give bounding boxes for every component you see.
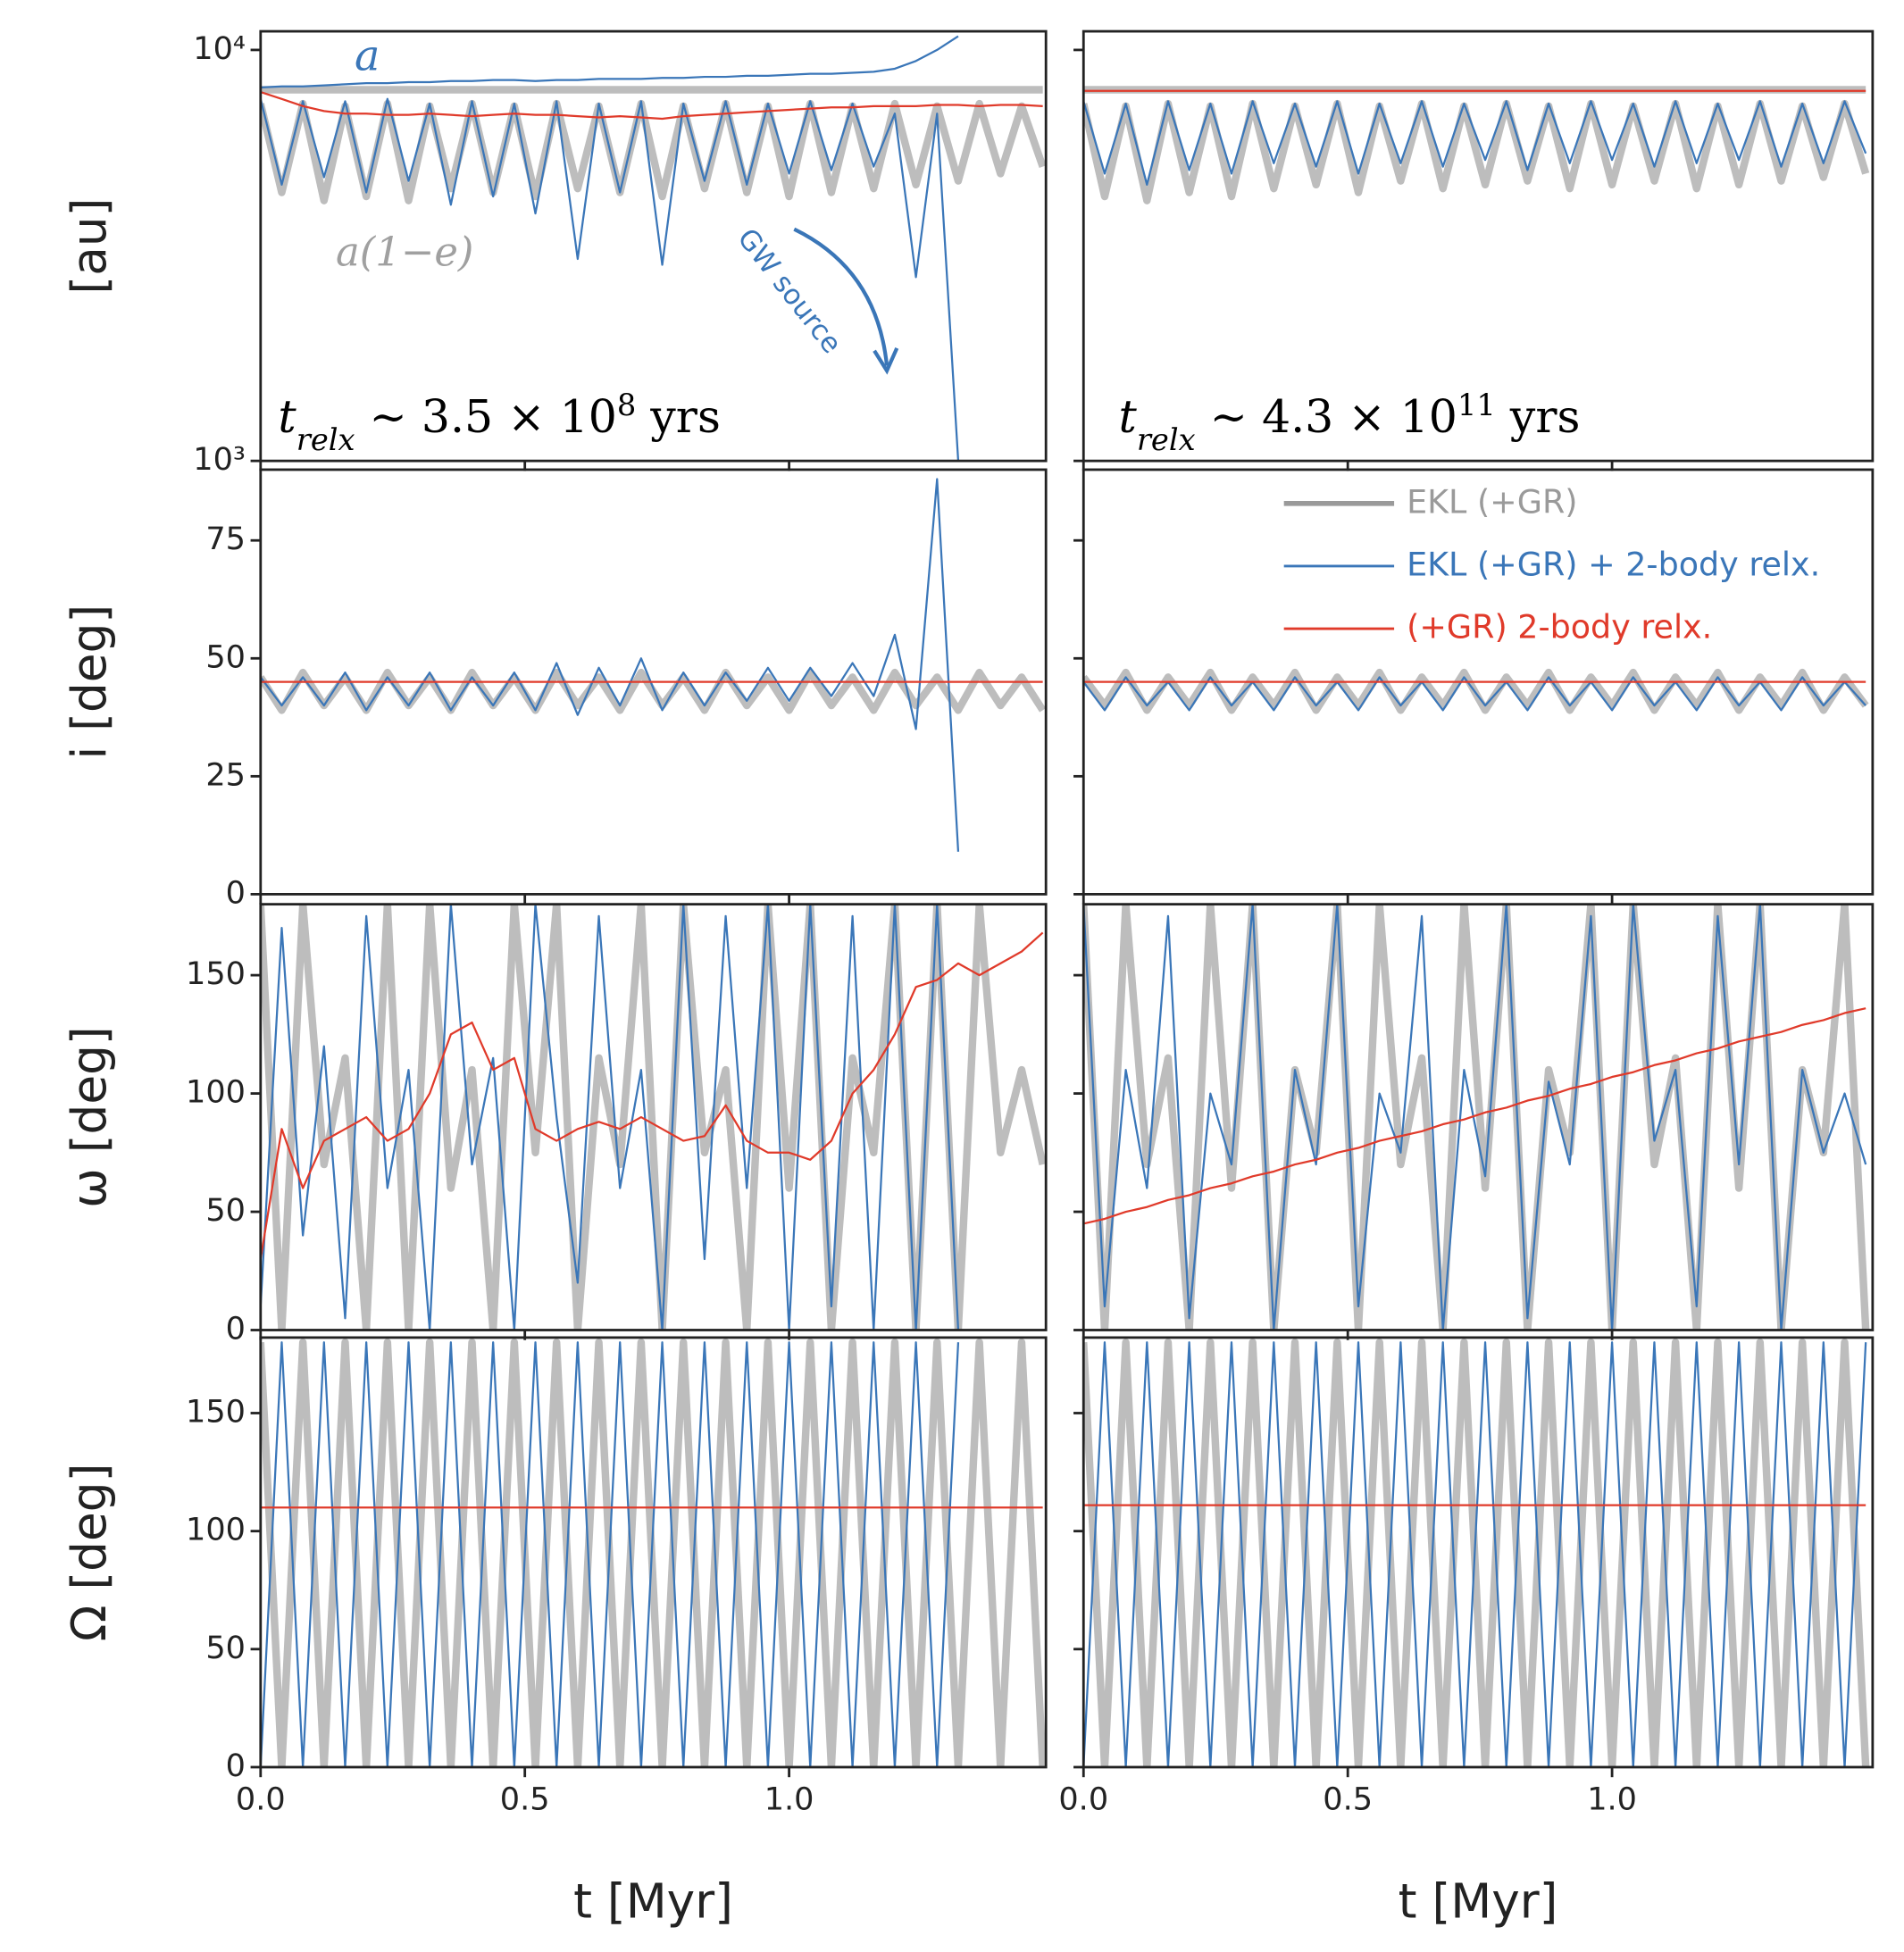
y-tick-label: 0: [226, 874, 246, 911]
frame: [1081, 903, 1875, 1331]
frame: [1081, 1336, 1875, 1769]
relaxation-time-part: ∼ 3.5 × 10: [355, 390, 616, 443]
series-group: [1083, 668, 1869, 714]
series-line: [260, 931, 1044, 1260]
series-group: [260, 904, 1047, 1331]
x-axis-label: t [Myr]: [1399, 1873, 1558, 1929]
series-line: [260, 1341, 960, 1767]
x-tick-label: 0.0: [1058, 1781, 1108, 1818]
series-group: [1083, 1338, 1870, 1767]
series-group: [260, 1338, 1047, 1767]
relaxation-time-part: 8: [617, 387, 636, 421]
series-line: [260, 97, 960, 462]
panel: 10³ 10⁴ [au]: [62, 29, 1048, 478]
series-line: [260, 904, 960, 1331]
panel: [1073, 29, 1875, 471]
y-tick-label: 10³: [193, 441, 246, 478]
legend-label: (+GR) 2-body relx.: [1407, 608, 1712, 646]
y-tick-label: 150: [186, 1393, 246, 1430]
y-tick-label: 0: [226, 1748, 246, 1784]
arrow: [793, 227, 889, 366]
series-line: [1083, 904, 1867, 1331]
series-group: [260, 35, 1047, 462]
series-line: [1083, 1007, 1866, 1225]
relaxation-time-part: t: [278, 390, 296, 443]
annotations: a a(1−e) GW source trelx ∼ 3.5 × 108 yrs…: [278, 32, 1580, 457]
y-tick-label: 0: [226, 1310, 246, 1347]
plots: 10³ 10⁴ [au] 0 25 50 75 i [deg] 0 50 100 150 ω [deg]…: [62, 29, 1875, 1929]
annotation: a(1−e): [336, 228, 473, 275]
y-tick-label: 50: [205, 1630, 246, 1666]
y-tick-label: 100: [186, 1074, 246, 1111]
panel: 0 50 100 150 0.0 0.5 1.0 Ω [deg] t [Myr]: [62, 1336, 1048, 1929]
series-group: [1083, 904, 1870, 1331]
legend-label: EKL (+GR): [1407, 482, 1577, 521]
x-tick-label: 0.0: [236, 1781, 286, 1818]
y-tick-label: 50: [205, 638, 246, 675]
panel: 0 50 100 150 ω [deg]: [62, 903, 1048, 1347]
annotation: GW source: [731, 222, 848, 359]
panel: [1073, 468, 1875, 905]
frame: [1081, 29, 1875, 463]
relaxation-time-part: relx: [1137, 421, 1196, 456]
relaxation-time-part: yrs: [1496, 390, 1581, 443]
series-line: [1083, 904, 1870, 1331]
series-line: [260, 35, 959, 89]
legend: EKL (+GR) EKL (+GR) + 2-body relx. (+GR) 2…: [1283, 482, 1820, 646]
annotation: a: [355, 32, 380, 81]
frame: [259, 468, 1048, 896]
y-tick-label: 150: [186, 955, 246, 992]
y-axis-label: Ω [deg]: [62, 1464, 117, 1642]
frame: [259, 1336, 1048, 1769]
relaxation-time-part: 11: [1457, 387, 1496, 421]
relaxation-time-part: ∼ 4.3 × 10: [1196, 390, 1457, 443]
y-tick-label: 10⁴: [193, 30, 246, 67]
y-tick-label: 75: [205, 521, 246, 557]
legend-label: EKL (+GR) + 2-body relx.: [1407, 545, 1820, 583]
panel: 0 25 50 75 i [deg]: [62, 468, 1048, 911]
panel: 0.0 0.5 1.0 t [Myr]: [1058, 1336, 1875, 1929]
series-group: [1083, 86, 1870, 204]
x-tick-label: 1.0: [1587, 1781, 1637, 1818]
y-axis-label: ω [deg]: [62, 1026, 117, 1208]
relaxation-time-part: relx: [296, 421, 355, 456]
x-tick-label: 1.0: [764, 1781, 814, 1818]
x-axis-label: t [Myr]: [573, 1873, 733, 1929]
y-axis-label: i [deg]: [62, 605, 117, 760]
series-line: [260, 668, 1047, 714]
frame: [259, 903, 1048, 1331]
series-group: [260, 478, 1047, 852]
relaxation-time: trelx ∼ 3.5 × 108 yrs: [278, 387, 720, 456]
series-line: [260, 478, 960, 852]
y-tick-label: 50: [205, 1192, 246, 1229]
series-line: [1083, 1341, 1867, 1767]
y-axis-label: [au]: [62, 198, 117, 295]
series-line: [260, 904, 1047, 1331]
x-tick-label: 0.5: [500, 1781, 550, 1818]
relaxation-time-part: t: [1119, 390, 1138, 443]
frame: [259, 29, 1048, 463]
series-line: [1083, 99, 1870, 204]
x-tick-label: 0.5: [1323, 1781, 1373, 1818]
y-tick-label: 100: [186, 1512, 246, 1548]
series-line: [260, 99, 1047, 204]
series-line: [260, 90, 1043, 121]
relaxation-time-part: yrs: [636, 390, 721, 443]
arrow-head: [873, 347, 899, 375]
series-line: [1083, 100, 1867, 186]
y-tick-label: 25: [205, 756, 246, 793]
panel: [1073, 903, 1875, 1340]
frame: [1081, 468, 1875, 896]
relaxation-time: trelx ∼ 4.3 × 1011 yrs: [1119, 387, 1581, 456]
